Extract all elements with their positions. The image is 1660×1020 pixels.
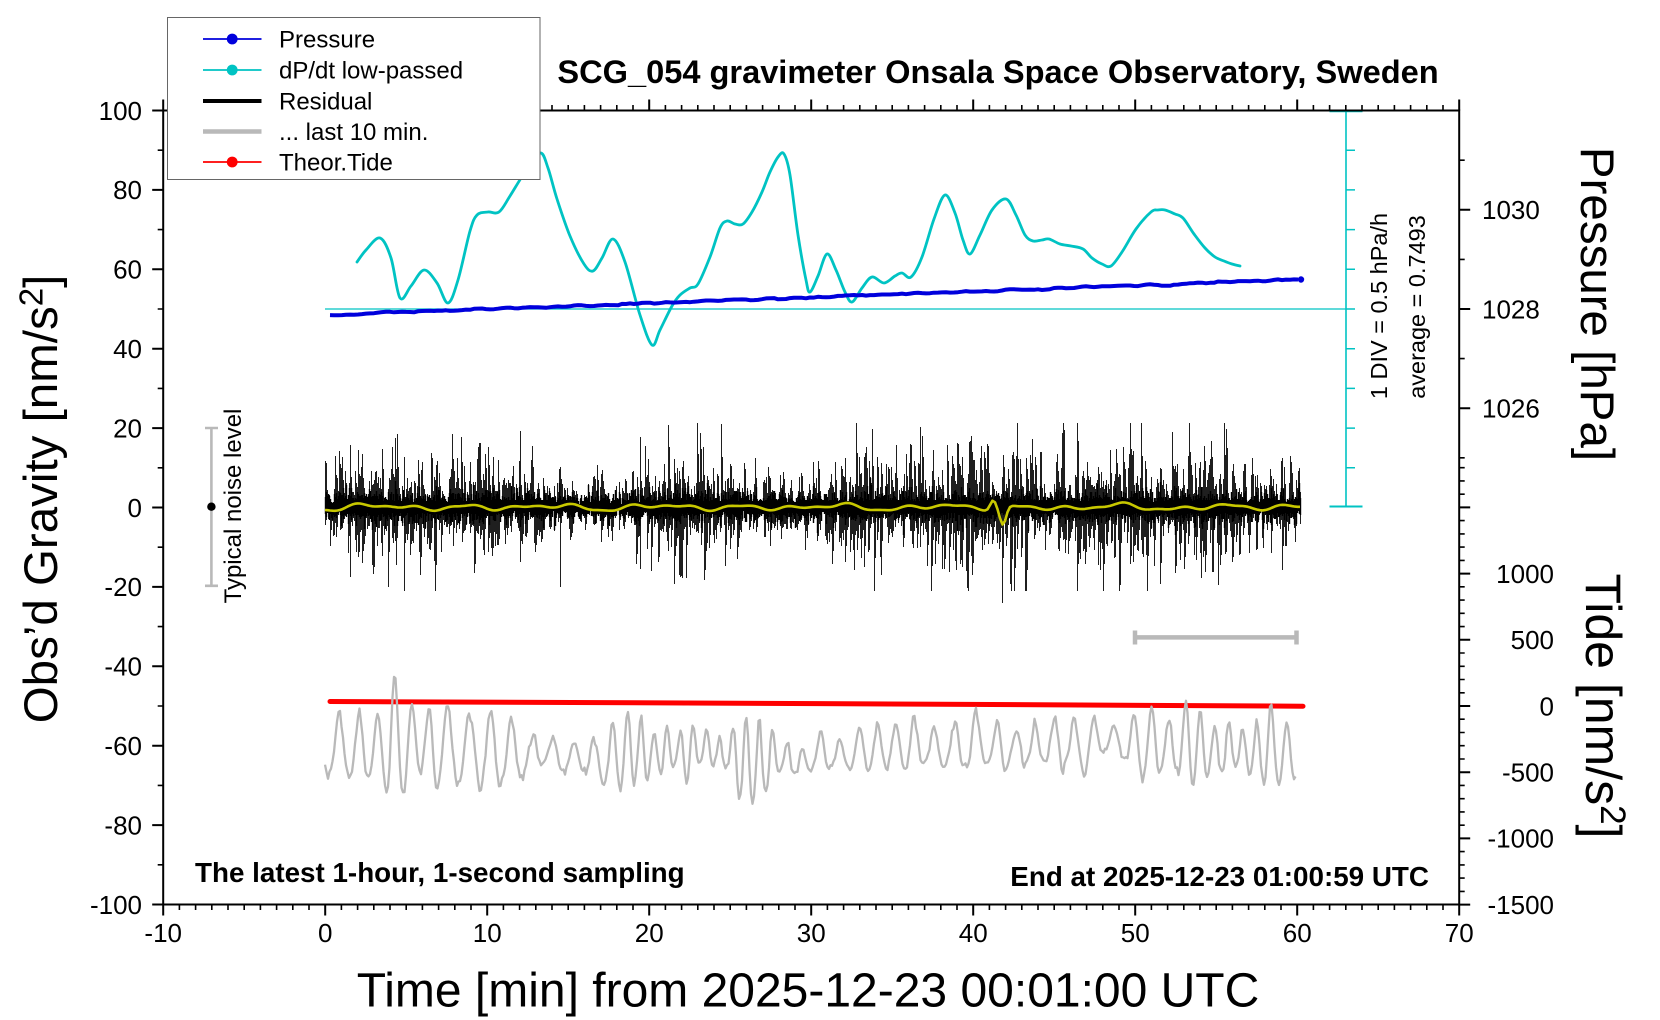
svg-text:0: 0 [1540,691,1554,721]
svg-text:Residual: Residual [279,89,372,116]
svg-text:SCG_054 gravimeter Onsala Spac: SCG_054 gravimeter Onsala Space Observat… [557,53,1438,90]
svg-text:70: 70 [1445,918,1474,948]
svg-text:-1000: -1000 [1488,824,1555,854]
svg-text:The latest 1-hour, 1-second sa: The latest 1-hour, 1-second sampling [195,857,685,888]
svg-text:... last 10 min.: ... last 10 min. [279,119,428,146]
svg-text:500: 500 [1511,625,1554,655]
svg-text:40: 40 [113,334,142,364]
svg-text:Theor.Tide: Theor.Tide [279,150,393,177]
svg-text:1030: 1030 [1482,195,1540,225]
svg-text:30: 30 [797,918,826,948]
svg-text:-80: -80 [104,810,142,840]
svg-text:-60: -60 [104,731,142,761]
svg-text:50: 50 [1121,918,1150,948]
svg-text:-1500: -1500 [1488,890,1555,920]
svg-text:-500: -500 [1502,758,1554,788]
svg-text:100: 100 [99,96,142,126]
svg-text:20: 20 [635,918,664,948]
svg-text:Typical noise level: Typical noise level [220,409,247,604]
svg-text:80: 80 [113,175,142,205]
svg-text:Tide [nm/s2]: Tide [nm/s2] [1575,574,1632,839]
svg-text:Pressure [hPa]: Pressure [hPa] [1570,147,1623,461]
svg-text:Time [min] from 2025-12-23 00:: Time [min] from 2025-12-23 00:01:00 UTC [357,965,1260,1018]
svg-text:40: 40 [959,918,988,948]
svg-text:-40: -40 [104,652,142,682]
svg-text:10: 10 [473,918,502,948]
svg-text:End at 2025-12-23 01:00:59 UTC: End at 2025-12-23 01:00:59 UTC [1010,861,1429,892]
svg-text:-20: -20 [104,572,142,602]
svg-text:60: 60 [113,255,142,285]
svg-text:Obs’d Gravity [nm/s2]: Obs’d Gravity [nm/s2] [13,275,69,724]
svg-text:average = 0.7493: average = 0.7493 [1404,215,1430,399]
svg-text:1028: 1028 [1482,294,1540,324]
svg-text:0: 0 [318,918,332,948]
svg-text:1 DIV = 0.5 hPa/h: 1 DIV = 0.5 hPa/h [1366,213,1392,399]
svg-text:Pressure: Pressure [279,27,375,54]
svg-text:20: 20 [113,413,142,443]
svg-text:-10: -10 [144,918,182,948]
svg-text:-100: -100 [90,890,142,920]
svg-text:1026: 1026 [1482,394,1540,424]
svg-text:dP/dt low-passed: dP/dt low-passed [279,58,463,85]
svg-text:1000: 1000 [1496,559,1554,589]
svg-text:0: 0 [128,493,142,523]
svg-text:60: 60 [1283,918,1312,948]
